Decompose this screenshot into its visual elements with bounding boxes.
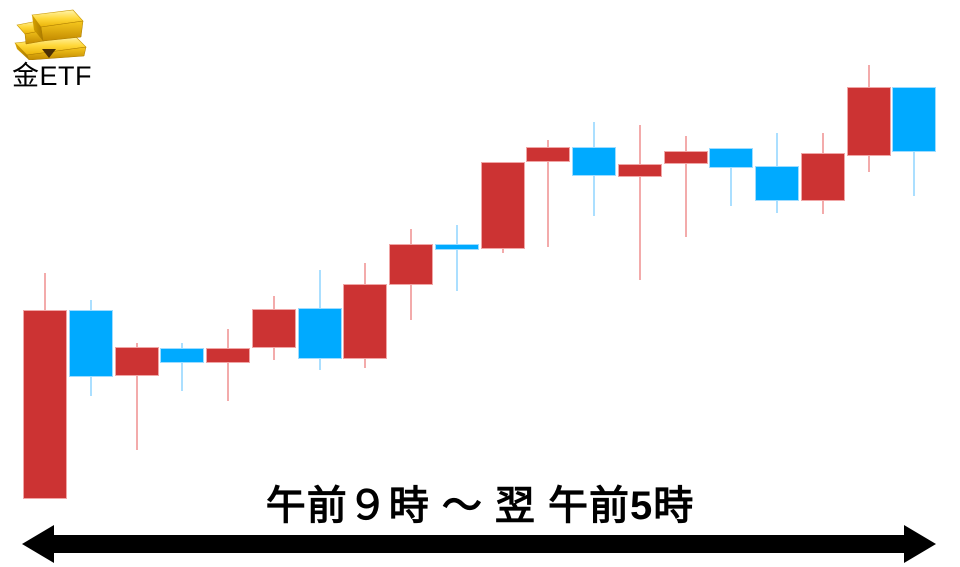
chart-title: 金ETF bbox=[12, 61, 92, 91]
candle-up bbox=[480, 162, 525, 249]
candle-down bbox=[297, 308, 342, 359]
candle-wick bbox=[227, 329, 230, 401]
candle-up bbox=[389, 244, 434, 285]
candle-down bbox=[160, 348, 205, 363]
candle-down bbox=[434, 244, 479, 250]
candle-wick bbox=[455, 225, 458, 291]
candle-wick bbox=[135, 343, 138, 450]
candle-down bbox=[572, 147, 617, 176]
candle-up bbox=[23, 310, 67, 499]
candle-up bbox=[206, 348, 251, 363]
candle-wick bbox=[730, 148, 733, 206]
candle-up bbox=[800, 153, 845, 201]
candle-up bbox=[846, 87, 891, 156]
candle-up bbox=[526, 147, 571, 162]
candle-wick bbox=[684, 136, 687, 237]
candle-up bbox=[617, 164, 662, 177]
time-range-label: 午前９時 ～ 翌 午前5時 bbox=[265, 484, 695, 528]
candle-wick bbox=[638, 125, 641, 280]
chart-legend: 金ETF bbox=[12, 6, 92, 90]
candle-wick bbox=[547, 140, 550, 247]
candle-up bbox=[343, 284, 388, 359]
candle-down bbox=[68, 310, 113, 377]
candle-up bbox=[251, 309, 296, 348]
candle-wick bbox=[181, 343, 184, 391]
candle-down bbox=[709, 148, 754, 168]
candle-up bbox=[114, 347, 159, 376]
candle-down bbox=[892, 87, 937, 152]
candle-down bbox=[755, 166, 800, 201]
gold-bars-icon bbox=[14, 9, 87, 60]
candle-up bbox=[663, 151, 708, 164]
